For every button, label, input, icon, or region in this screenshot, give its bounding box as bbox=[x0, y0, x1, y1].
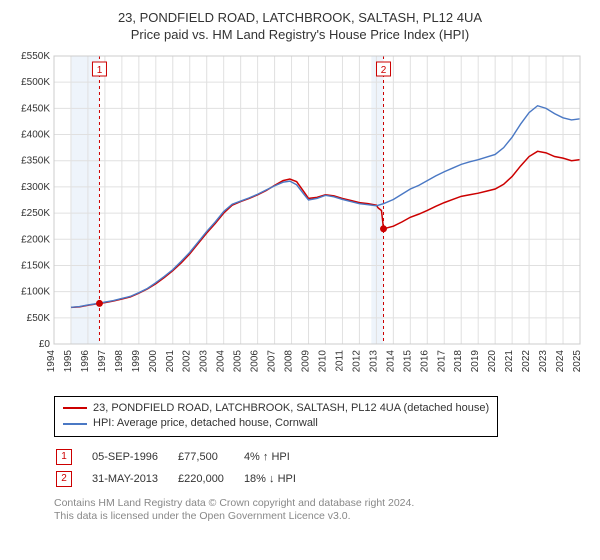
legend-label: HPI: Average price, detached house, Corn… bbox=[93, 416, 318, 431]
marker-date: 31-MAY-2013 bbox=[92, 469, 176, 489]
x-tick-label: 2023 bbox=[538, 349, 549, 372]
x-tick-label: 2014 bbox=[385, 349, 396, 372]
x-tick-label: 2017 bbox=[436, 349, 447, 372]
x-tick-label: 1994 bbox=[46, 349, 57, 372]
marker-date: 05-SEP-1996 bbox=[92, 447, 176, 467]
legend: 23, PONDFIELD ROAD, LATCHBROOK, SALTASH,… bbox=[54, 396, 498, 437]
legend-label: 23, PONDFIELD ROAD, LATCHBROOK, SALTASH,… bbox=[93, 401, 489, 416]
marker-index-box: 1 bbox=[56, 449, 72, 465]
x-tick-label: 2002 bbox=[182, 349, 193, 372]
marker-index-box: 2 bbox=[56, 471, 72, 487]
footer: Contains HM Land Registry data © Crown c… bbox=[54, 497, 590, 524]
x-tick-label: 2003 bbox=[199, 349, 210, 372]
highlight-band bbox=[71, 56, 100, 344]
marker-delta: 18% ↓ HPI bbox=[244, 469, 314, 489]
y-tick-label: £250K bbox=[21, 208, 50, 219]
markers-table: 1 05-SEP-1996£77,5004% ↑ HPI 2 31-MAY-2013£… bbox=[54, 445, 316, 491]
x-tick-label: 2016 bbox=[419, 349, 430, 372]
marker-row: 2 31-MAY-2013£220,00018% ↓ HPI bbox=[56, 469, 314, 489]
title-line-1: 23, PONDFIELD ROAD, LATCHBROOK, SALTASH,… bbox=[10, 10, 590, 27]
legend-row: HPI: Average price, detached house, Corn… bbox=[63, 416, 489, 431]
chart-svg: £0 £50K £100K £150K £200K £250K £300K £350K £400… bbox=[10, 50, 590, 390]
marker-price: £77,500 bbox=[178, 447, 242, 467]
y-tick-label: £400K bbox=[21, 129, 50, 140]
x-tick-label: 2019 bbox=[470, 349, 481, 372]
x-tick-label: 2020 bbox=[487, 349, 498, 372]
x-tick-label: 2005 bbox=[233, 349, 244, 372]
y-tick-label: £100K bbox=[21, 286, 50, 297]
x-tick-label: 2021 bbox=[504, 349, 515, 372]
x-tick-label: 2008 bbox=[284, 349, 295, 372]
x-tick-label: 2024 bbox=[555, 349, 566, 372]
y-tick-label: £350K bbox=[21, 156, 50, 167]
highlight-band bbox=[371, 56, 383, 344]
marker-dot bbox=[96, 300, 103, 307]
y-tick-label: £500K bbox=[21, 77, 50, 88]
legend-swatch bbox=[63, 407, 87, 409]
legend-swatch bbox=[63, 423, 87, 425]
title-line-2: Price paid vs. HM Land Registry's House … bbox=[10, 27, 590, 44]
marker-delta: 4% ↑ HPI bbox=[244, 447, 314, 467]
plot-area: £0 £50K £100K £150K £200K £250K £300K £350K £400… bbox=[10, 50, 590, 390]
x-tick-label: 2006 bbox=[250, 349, 261, 372]
x-tick-label: 2001 bbox=[165, 349, 176, 372]
y-tick-label: £550K bbox=[21, 51, 50, 62]
x-tick-label: 1996 bbox=[80, 349, 91, 372]
x-tick-label: 2009 bbox=[301, 349, 312, 372]
legend-row: 23, PONDFIELD ROAD, LATCHBROOK, SALTASH,… bbox=[63, 401, 489, 416]
x-tick-label: 2018 bbox=[453, 349, 464, 372]
marker-label: 2 bbox=[381, 65, 387, 76]
chart-title: 23, PONDFIELD ROAD, LATCHBROOK, SALTASH,… bbox=[10, 10, 590, 44]
x-tick-label: 2013 bbox=[368, 349, 379, 372]
x-tick-label: 2015 bbox=[402, 349, 413, 372]
y-tick-label: £0 bbox=[39, 339, 51, 350]
y-tick-label: £50K bbox=[27, 313, 51, 324]
x-tick-label: 1997 bbox=[97, 349, 108, 372]
y-tick-label: £200K bbox=[21, 234, 50, 245]
x-tick-label: 2022 bbox=[521, 349, 532, 372]
marker-row: 1 05-SEP-1996£77,5004% ↑ HPI bbox=[56, 447, 314, 467]
marker-dot bbox=[380, 225, 387, 232]
x-tick-label: 2010 bbox=[317, 349, 328, 372]
x-tick-label: 2000 bbox=[148, 349, 159, 372]
x-tick-label: 2025 bbox=[572, 349, 583, 372]
marker-price: £220,000 bbox=[178, 469, 242, 489]
x-tick-label: 2004 bbox=[216, 349, 227, 372]
y-tick-label: £450K bbox=[21, 103, 50, 114]
marker-label: 1 bbox=[97, 65, 103, 76]
x-tick-label: 1995 bbox=[63, 349, 74, 372]
x-tick-label: 1999 bbox=[131, 349, 142, 372]
x-tick-label: 2012 bbox=[351, 349, 362, 372]
y-tick-label: £300K bbox=[21, 182, 50, 193]
y-tick-label: £150K bbox=[21, 260, 50, 271]
footer-line-2: This data is licensed under the Open Gov… bbox=[54, 510, 590, 524]
x-tick-label: 2011 bbox=[334, 349, 345, 371]
x-tick-label: 2007 bbox=[267, 349, 278, 372]
footer-line-1: Contains HM Land Registry data © Crown c… bbox=[54, 497, 590, 511]
x-tick-label: 1998 bbox=[114, 349, 125, 372]
